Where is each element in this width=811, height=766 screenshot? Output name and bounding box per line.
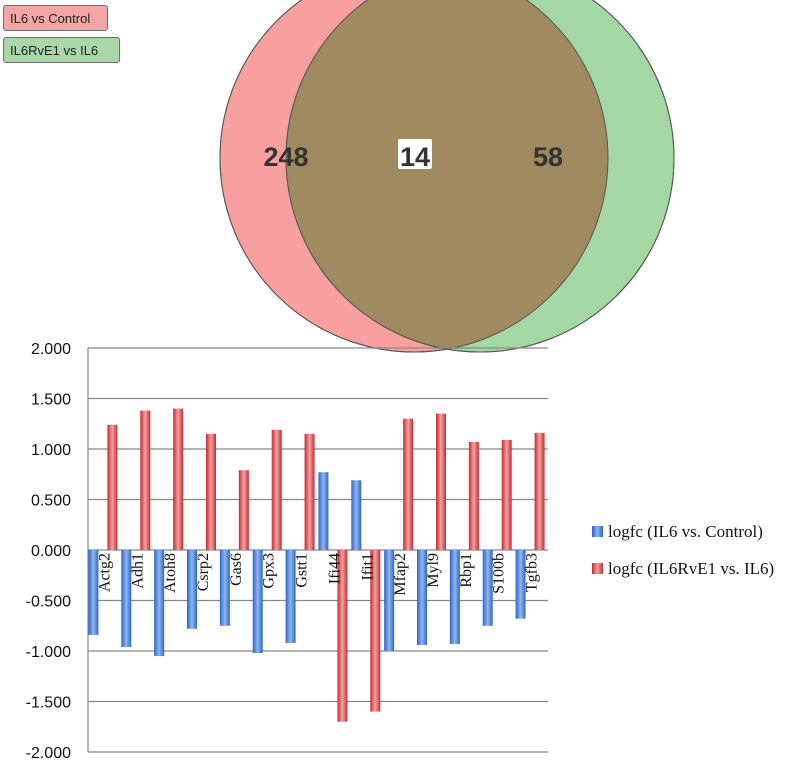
y-tick-label: -2.000	[26, 745, 71, 762]
y-tick-label: 0.500	[31, 493, 71, 510]
bar-il6-vs-control-actg2	[88, 550, 99, 635]
legend-label: logfc (IL6RvE1 vs. IL6)	[608, 559, 774, 578]
category-label: Csrp2	[195, 553, 212, 591]
bar-il6rve1-vs-il6-mfap2	[403, 418, 414, 550]
venn-overlap-label-bg	[398, 139, 432, 169]
bar-chart: 2.000 1.500 1.000 0.500 0.000 -0.500 -1.000 -1.…	[26, 341, 775, 762]
bar-il6-vs-control-myl9	[417, 550, 427, 645]
category-label: Adh1	[129, 553, 146, 589]
category-label: S100b	[491, 553, 508, 594]
category-label: Gpx3	[261, 553, 278, 589]
y-tick-label: 1.500	[31, 392, 71, 409]
legend-label: logfc (IL6 vs. Control)	[608, 522, 763, 541]
bar-il6-vs-control-ifit1	[351, 480, 362, 550]
venn-overlap	[286, 0, 608, 352]
bar-il6-vs-control-atoh8	[154, 550, 165, 657]
venn-legend-il6-vs-control: IL6 vs Control	[3, 5, 108, 31]
bar-il6rve1-vs-il6-rbp1	[468, 441, 479, 550]
venn-count-left: 248	[263, 142, 308, 172]
chart-bars	[88, 408, 545, 722]
y-tick-label: -0.500	[26, 594, 71, 611]
bar-il6-vs-control-ifi44	[318, 472, 329, 550]
category-label: Rbp1	[458, 553, 475, 588]
bar-il6rve1-vs-il6-ifi44	[337, 550, 348, 722]
bar-il6-vs-control-csrp2	[187, 550, 197, 629]
bar-il6-vs-control-rbp1	[449, 550, 460, 644]
bar-il6rve1-vs-il6-actg2	[107, 424, 118, 550]
venn-legend-il6rve1-vs-il6: IL6RvE1 vs IL6	[3, 37, 120, 63]
bar-il6-vs-control-gstt1	[285, 550, 296, 643]
category-label: Tgfb3	[524, 553, 541, 592]
bar-il6-vs-control-gas6	[219, 550, 230, 626]
legend-swatch	[592, 526, 603, 537]
bar-il6rve1-vs-il6-gpx3	[271, 429, 282, 550]
bar-il6-vs-control-tgfb3	[515, 550, 526, 619]
y-tick-label: -1.000	[26, 644, 71, 661]
category-label: Ifit1	[359, 553, 376, 581]
category-label: Mfap2	[392, 553, 409, 596]
y-tick-label: 0.000	[31, 543, 71, 560]
category-label: Ifi44	[326, 553, 343, 584]
venn-outline-right	[285, 0, 675, 353]
legend-swatch	[592, 563, 603, 574]
bar-il6rve1-vs-il6-csrp2	[206, 433, 216, 550]
bar-il6-vs-control-gpx3	[252, 550, 263, 654]
bar-il6rve1-vs-il6-adh1	[140, 410, 151, 550]
bar-il6rve1-vs-il6-gas6	[238, 470, 249, 550]
venn-count-right: 58	[533, 142, 563, 172]
category-label: Gstt1	[294, 553, 311, 588]
y-tick-label: -1.500	[26, 695, 71, 712]
bar-il6rve1-vs-il6-atoh8	[173, 408, 184, 550]
y-tick-label: 1.000	[31, 442, 71, 459]
bar-il6-vs-control-adh1	[121, 550, 132, 647]
bar-il6-vs-control-mfap2	[384, 550, 395, 651]
category-label: Gas6	[228, 553, 245, 586]
bar-il6rve1-vs-il6-s100b	[501, 439, 512, 550]
chart-legend: logfc (IL6 vs. Control) logfc (IL6RvE1 vs…	[592, 522, 774, 578]
bar-il6rve1-vs-il6-myl9	[436, 413, 446, 550]
category-label: Atoh8	[162, 553, 179, 593]
bar-il6rve1-vs-il6-ifit1	[370, 550, 381, 712]
venn-count-overlap: 14	[400, 142, 430, 172]
category-label: Actg2	[96, 553, 113, 592]
bar-il6-vs-control-s100b	[482, 550, 493, 626]
venn-outline-left	[219, 0, 609, 353]
bar-il6rve1-vs-il6-tgfb3	[534, 432, 545, 550]
category-label: Myl9	[425, 553, 442, 588]
category-labels: Actg2 Adh1 Atoh8 Csrp2 Gas6 Gpx3 Gstt1 Ifi44 Ifi…	[96, 553, 540, 596]
y-tick-label: 2.000	[31, 341, 71, 358]
venn-diagram: 248 14 58	[219, 0, 675, 353]
bar-il6rve1-vs-il6-gstt1	[304, 433, 315, 550]
y-axis-ticks: 2.000 1.500 1.000 0.500 0.000 -0.500 -1.000 -1.…	[26, 341, 71, 762]
